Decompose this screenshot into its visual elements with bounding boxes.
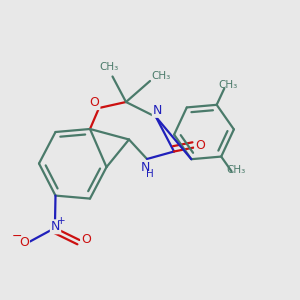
Text: H: H	[146, 169, 154, 179]
Text: N: N	[153, 104, 162, 117]
Text: O: O	[90, 96, 99, 109]
Text: CH₃: CH₃	[226, 165, 246, 176]
Text: +: +	[57, 216, 66, 226]
Text: N: N	[141, 161, 150, 174]
Text: O: O	[19, 236, 29, 249]
Text: N: N	[51, 220, 60, 233]
Text: O: O	[81, 233, 91, 246]
Text: O: O	[195, 139, 205, 152]
Text: −: −	[12, 230, 23, 243]
Text: CH₃: CH₃	[152, 70, 171, 81]
Text: CH₃: CH₃	[99, 62, 119, 73]
Text: CH₃: CH₃	[218, 80, 238, 90]
